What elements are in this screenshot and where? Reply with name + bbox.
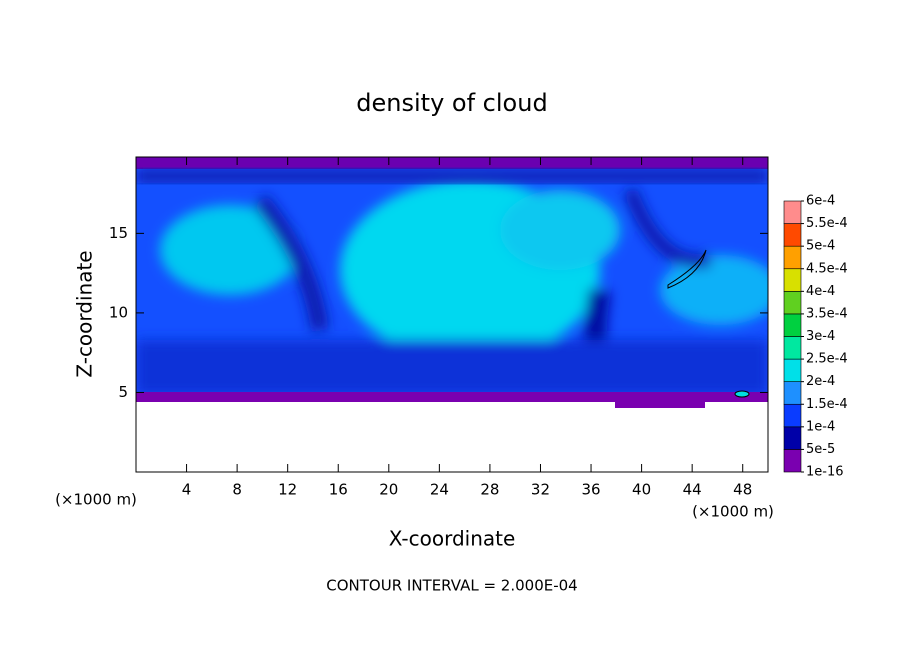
colorbar-band bbox=[783, 268, 802, 292]
y-tick-label: 15 bbox=[109, 224, 128, 242]
colorbar-band bbox=[783, 381, 802, 405]
colorbar-band bbox=[783, 336, 802, 360]
x-tick-label: 32 bbox=[531, 481, 550, 499]
colorbar-label: 5.5e-4 bbox=[806, 216, 848, 231]
colorbar-band bbox=[783, 358, 802, 382]
colorbar-label: 4e-4 bbox=[806, 284, 835, 299]
colorbar-label: 2.5e-4 bbox=[806, 352, 848, 367]
colorbar-band bbox=[783, 426, 802, 450]
x-tick-label: 40 bbox=[632, 481, 651, 499]
colorbar-label: 5e-4 bbox=[806, 239, 835, 254]
y-tick-label: 5 bbox=[118, 383, 128, 401]
colorbar-label: 3e-4 bbox=[806, 329, 835, 344]
colorbar-label: 1e-4 bbox=[806, 419, 835, 434]
plot-frame bbox=[135, 156, 769, 473]
x-tick-label: 48 bbox=[733, 481, 752, 499]
colorbar-band bbox=[783, 403, 802, 428]
x-tick-label: 20 bbox=[379, 481, 398, 499]
colorbar-band bbox=[783, 291, 802, 315]
colorbar-label: 4.5e-4 bbox=[806, 261, 848, 276]
colorbar-band bbox=[783, 200, 802, 224]
colorbar-band bbox=[783, 313, 802, 337]
x-axis-label: X-coordinate bbox=[389, 527, 516, 551]
x-unit: (×1000 m) bbox=[692, 503, 774, 521]
x-tick-label: 4 bbox=[182, 481, 192, 499]
colorbar-label: 3.5e-4 bbox=[806, 306, 848, 321]
x-tick-label: 28 bbox=[480, 481, 499, 499]
x-tick-label: 44 bbox=[683, 481, 702, 499]
colorbar-band bbox=[783, 245, 802, 270]
colorbar-label: 2e-4 bbox=[806, 374, 835, 389]
x-tick-label: 8 bbox=[232, 481, 242, 499]
x-tick-label: 36 bbox=[581, 481, 600, 499]
x-tick-label: 16 bbox=[329, 481, 348, 499]
colorbar-label: 1e-16 bbox=[806, 465, 844, 480]
colorbar-band bbox=[783, 223, 802, 247]
y-tick-label: 10 bbox=[109, 303, 128, 321]
colorbar-label: 6e-4 bbox=[806, 194, 835, 209]
y-axis-label: Z-coordinate bbox=[73, 250, 97, 377]
colorbar-label: 1.5e-4 bbox=[806, 397, 848, 412]
y-unit: (×1000 m) bbox=[55, 491, 137, 509]
x-tick-label: 24 bbox=[430, 481, 449, 499]
x-tick-label: 12 bbox=[278, 481, 297, 499]
contour-field bbox=[136, 157, 768, 472]
colorbar-label: 5e-5 bbox=[806, 442, 835, 457]
chart-title: density of cloud bbox=[356, 89, 547, 117]
contour-interval: CONTOUR INTERVAL = 2.000E-04 bbox=[326, 577, 577, 595]
colorbar-band bbox=[783, 449, 802, 473]
